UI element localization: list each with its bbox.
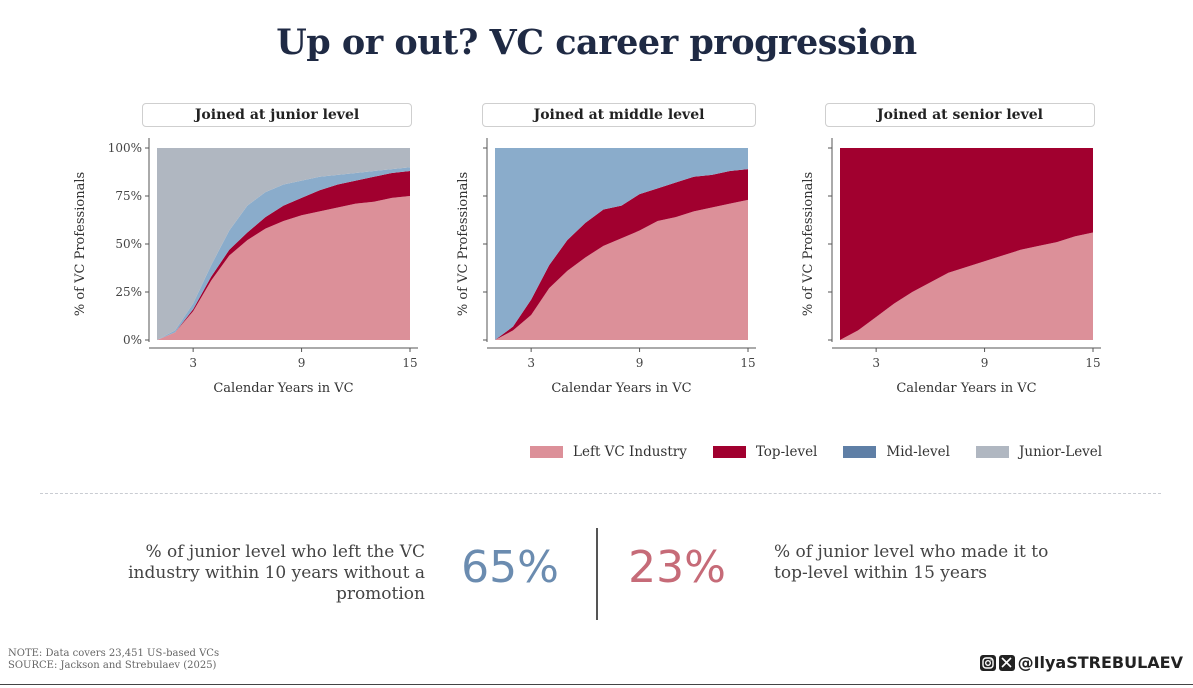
stat-right-value: 23% [628, 542, 726, 593]
area-series-mid-level [157, 167, 410, 340]
y-tick-label: 0% [123, 333, 142, 347]
area-series-mid-level [495, 148, 748, 340]
chart-title: Joined at middle level [482, 103, 756, 127]
handle-text[interactable]: @IlyaSTREBULAEV [1017, 653, 1183, 672]
x-tick-label: 15 [740, 356, 755, 370]
area-chart-senior: 3 9 15 Calendar Years in VC % of VC Professi… [801, 138, 1101, 396]
bottom-rule [0, 684, 1193, 685]
stat-right-description: % of junior level who made it to top-lev… [774, 542, 1049, 583]
note-text: NOTE: Data covers 23,451 US-based VCs [8, 648, 220, 659]
social-handle[interactable]: @IlyaSTREBULAEV [979, 653, 1183, 672]
legend-swatch [530, 446, 563, 458]
x-tick-label: 9 [981, 356, 989, 370]
legend-swatch [843, 446, 877, 458]
legend-item: Mid-level [843, 444, 950, 460]
x-axis-label: Calendar Years in VC [213, 381, 353, 396]
legend-swatch [712, 446, 746, 458]
legend-item: Left VC Industry [530, 444, 687, 460]
area-chart-junior: 0% 25% 50% 75% 100% 3 9 15 Calendar Years in VC%… [73, 138, 418, 396]
chart-title: Joined at junior level [142, 103, 412, 127]
y-tick-label: 75% [115, 189, 142, 203]
area-series-left-vc-industry [157, 196, 410, 340]
area-chart-middle: 3 9 15 Calendar Years in VC % of VC Professi… [456, 138, 756, 396]
chart-panel-middle: Joined at middle level 3 9 15 Calendar Year… [450, 100, 795, 400]
chart-panel-senior: Joined at senior level 3 9 15 Calendar Year… [795, 100, 1140, 400]
legend-item: Junior-Level [975, 444, 1103, 460]
x-tick-label: 3 [872, 356, 880, 370]
y-axis-label: % of VC Professionals [801, 172, 816, 316]
x-tick-label: 3 [189, 356, 197, 370]
x-icon[interactable] [998, 654, 1015, 671]
x-tick-label: 15 [402, 356, 417, 370]
y-tick-label: 25% [115, 285, 142, 299]
source-text: SOURCE: Jackson and Strebulaev (2025) [8, 660, 217, 671]
x-axis-label: Calendar Years in VC [551, 381, 691, 396]
y-tick-label: 50% [115, 237, 142, 251]
legend-label: Mid-level [886, 444, 950, 460]
legend-label: Junior-Level [1018, 444, 1103, 460]
area-series-top-level [840, 148, 1093, 340]
chart-legend: Left VC Industry Top-level Mid-level Jun… [530, 443, 1102, 461]
x-tick-label: 9 [636, 356, 644, 370]
y-axis-label: % of VC Professionals [456, 172, 471, 316]
x-tick-label: 15 [1085, 356, 1100, 370]
chart-panel-junior: Joined at junior level 0% 25% 50% 75% 100% 3 9… [72, 100, 418, 400]
page-title: Up or out? VC career progression [276, 22, 917, 63]
legend-label: Top-level [755, 444, 818, 460]
area-series-junior-level [157, 148, 410, 340]
legend-swatch [975, 446, 1009, 458]
area-series-left-vc-industry [495, 199, 748, 340]
legend-label: Left VC Industry [573, 444, 687, 460]
instagram-icon[interactable] [979, 654, 996, 671]
area-series-top-level [495, 169, 748, 340]
x-axis-label: Calendar Years in VC [896, 381, 1036, 396]
stat-divider [596, 528, 598, 620]
stat-left-value: 65% [461, 542, 559, 593]
area-series-left-vc-industry [840, 232, 1093, 340]
y-axis-label: % of VC Professionals [73, 172, 88, 316]
chart-title: Joined at senior level [825, 103, 1095, 127]
y-tick-label: 100% [108, 141, 142, 155]
x-tick-label: 3 [527, 356, 535, 370]
section-divider [40, 493, 1161, 494]
footnote: NOTE: Data covers 23,451 US-based VCs SO… [8, 648, 219, 672]
legend-item: Top-level [712, 444, 818, 460]
x-tick-label: 9 [298, 356, 306, 370]
stat-left-description: % of junior level who left the VC indust… [128, 542, 425, 604]
area-series-top-level [157, 171, 410, 340]
